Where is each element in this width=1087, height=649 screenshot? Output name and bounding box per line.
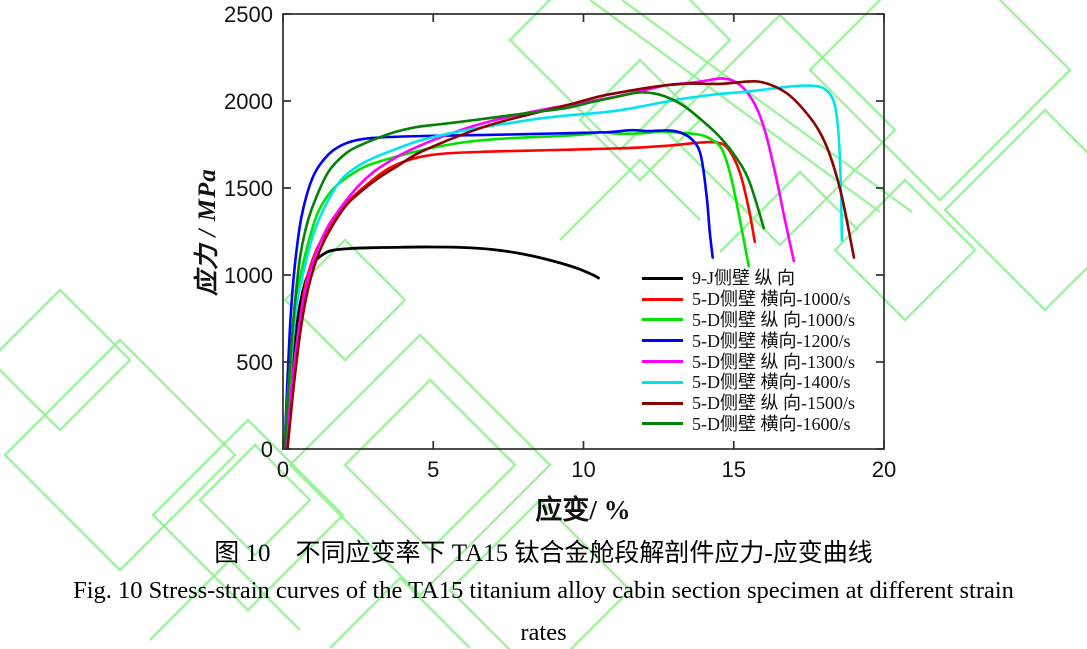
x-tick-label: 0 (277, 457, 289, 482)
legend-item: 5-D侧壁 纵 向-1000/s (642, 310, 855, 331)
x-tick-label: 5 (427, 457, 439, 482)
legend-label: 5-D侧壁 横向-1600/s (692, 413, 851, 434)
curve-6 (283, 84, 844, 449)
legend-item: 5-D侧壁 横向-1600/s (642, 414, 855, 435)
legend-label: 5-D侧壁 纵 向-1500/s (692, 393, 855, 414)
caption-english-line1: Fig. 10 Stress-strain curves of the TA15… (73, 577, 1014, 604)
legend-line-swatch (642, 339, 683, 343)
legend-line-swatch (642, 297, 683, 301)
y-tick-label: 1500 (224, 176, 273, 201)
x-axis-title: 应变/ % (535, 495, 631, 525)
legend-line-swatch (642, 422, 683, 426)
legend-item: 5-D侧壁 横向-1000/s (642, 289, 855, 310)
y-tick-label: 0 (261, 437, 273, 462)
y-tick-label: 500 (236, 350, 273, 375)
legend-line-swatch (642, 360, 683, 364)
legend-item: 5-D侧壁 横向-1400/s (642, 372, 855, 393)
legend-line-swatch (642, 401, 683, 405)
caption-chinese: 图 10 不同应变率下 TA15 钛合金舱段解剖件应力-应变曲线 (214, 540, 873, 567)
legend-label: 5-D侧壁 纵 向-1000/s (692, 309, 855, 330)
legend-item: 9-J侧壁 纵 向 (642, 268, 855, 289)
x-tick-label: 20 (872, 457, 896, 482)
curve-3 (283, 130, 751, 449)
caption-english-line2: rates (520, 619, 567, 646)
legend-line-swatch (642, 276, 683, 280)
legend-item: 5-D侧壁 纵 向-1500/s (642, 393, 855, 414)
curve-1 (284, 245, 600, 449)
legend-line-swatch (642, 318, 683, 322)
legend-item: 5-D侧壁 横向-1200/s (642, 330, 855, 351)
x-tick-label: 10 (571, 457, 595, 482)
curves (283, 77, 856, 449)
y-tick-label: 1000 (224, 263, 273, 288)
legend-label: 5-D侧壁 纵 向-1300/s (692, 351, 855, 372)
legend-item: 5-D侧壁 纵 向-1300/s (642, 351, 855, 372)
legend-label: 5-D侧壁 横向-1000/s (692, 289, 851, 310)
curve-8 (283, 91, 766, 449)
legend-line-swatch (642, 380, 683, 384)
y-tick-label: 2000 (224, 89, 273, 114)
x-tick-label: 15 (722, 457, 746, 482)
legend-label: 5-D侧壁 横向-1400/s (692, 372, 851, 393)
legend: 9-J侧壁 纵 向 5-D侧壁 横向-1000/s 5-D侧壁 纵 向-1000/s… (642, 268, 855, 434)
legend-label: 5-D侧壁 横向-1200/s (692, 330, 851, 351)
legend-label: 9-J侧壁 纵 向 (692, 268, 795, 289)
y-axis-title: 应力 / MPa (194, 168, 221, 296)
y-tick-label: 2500 (224, 2, 273, 27)
